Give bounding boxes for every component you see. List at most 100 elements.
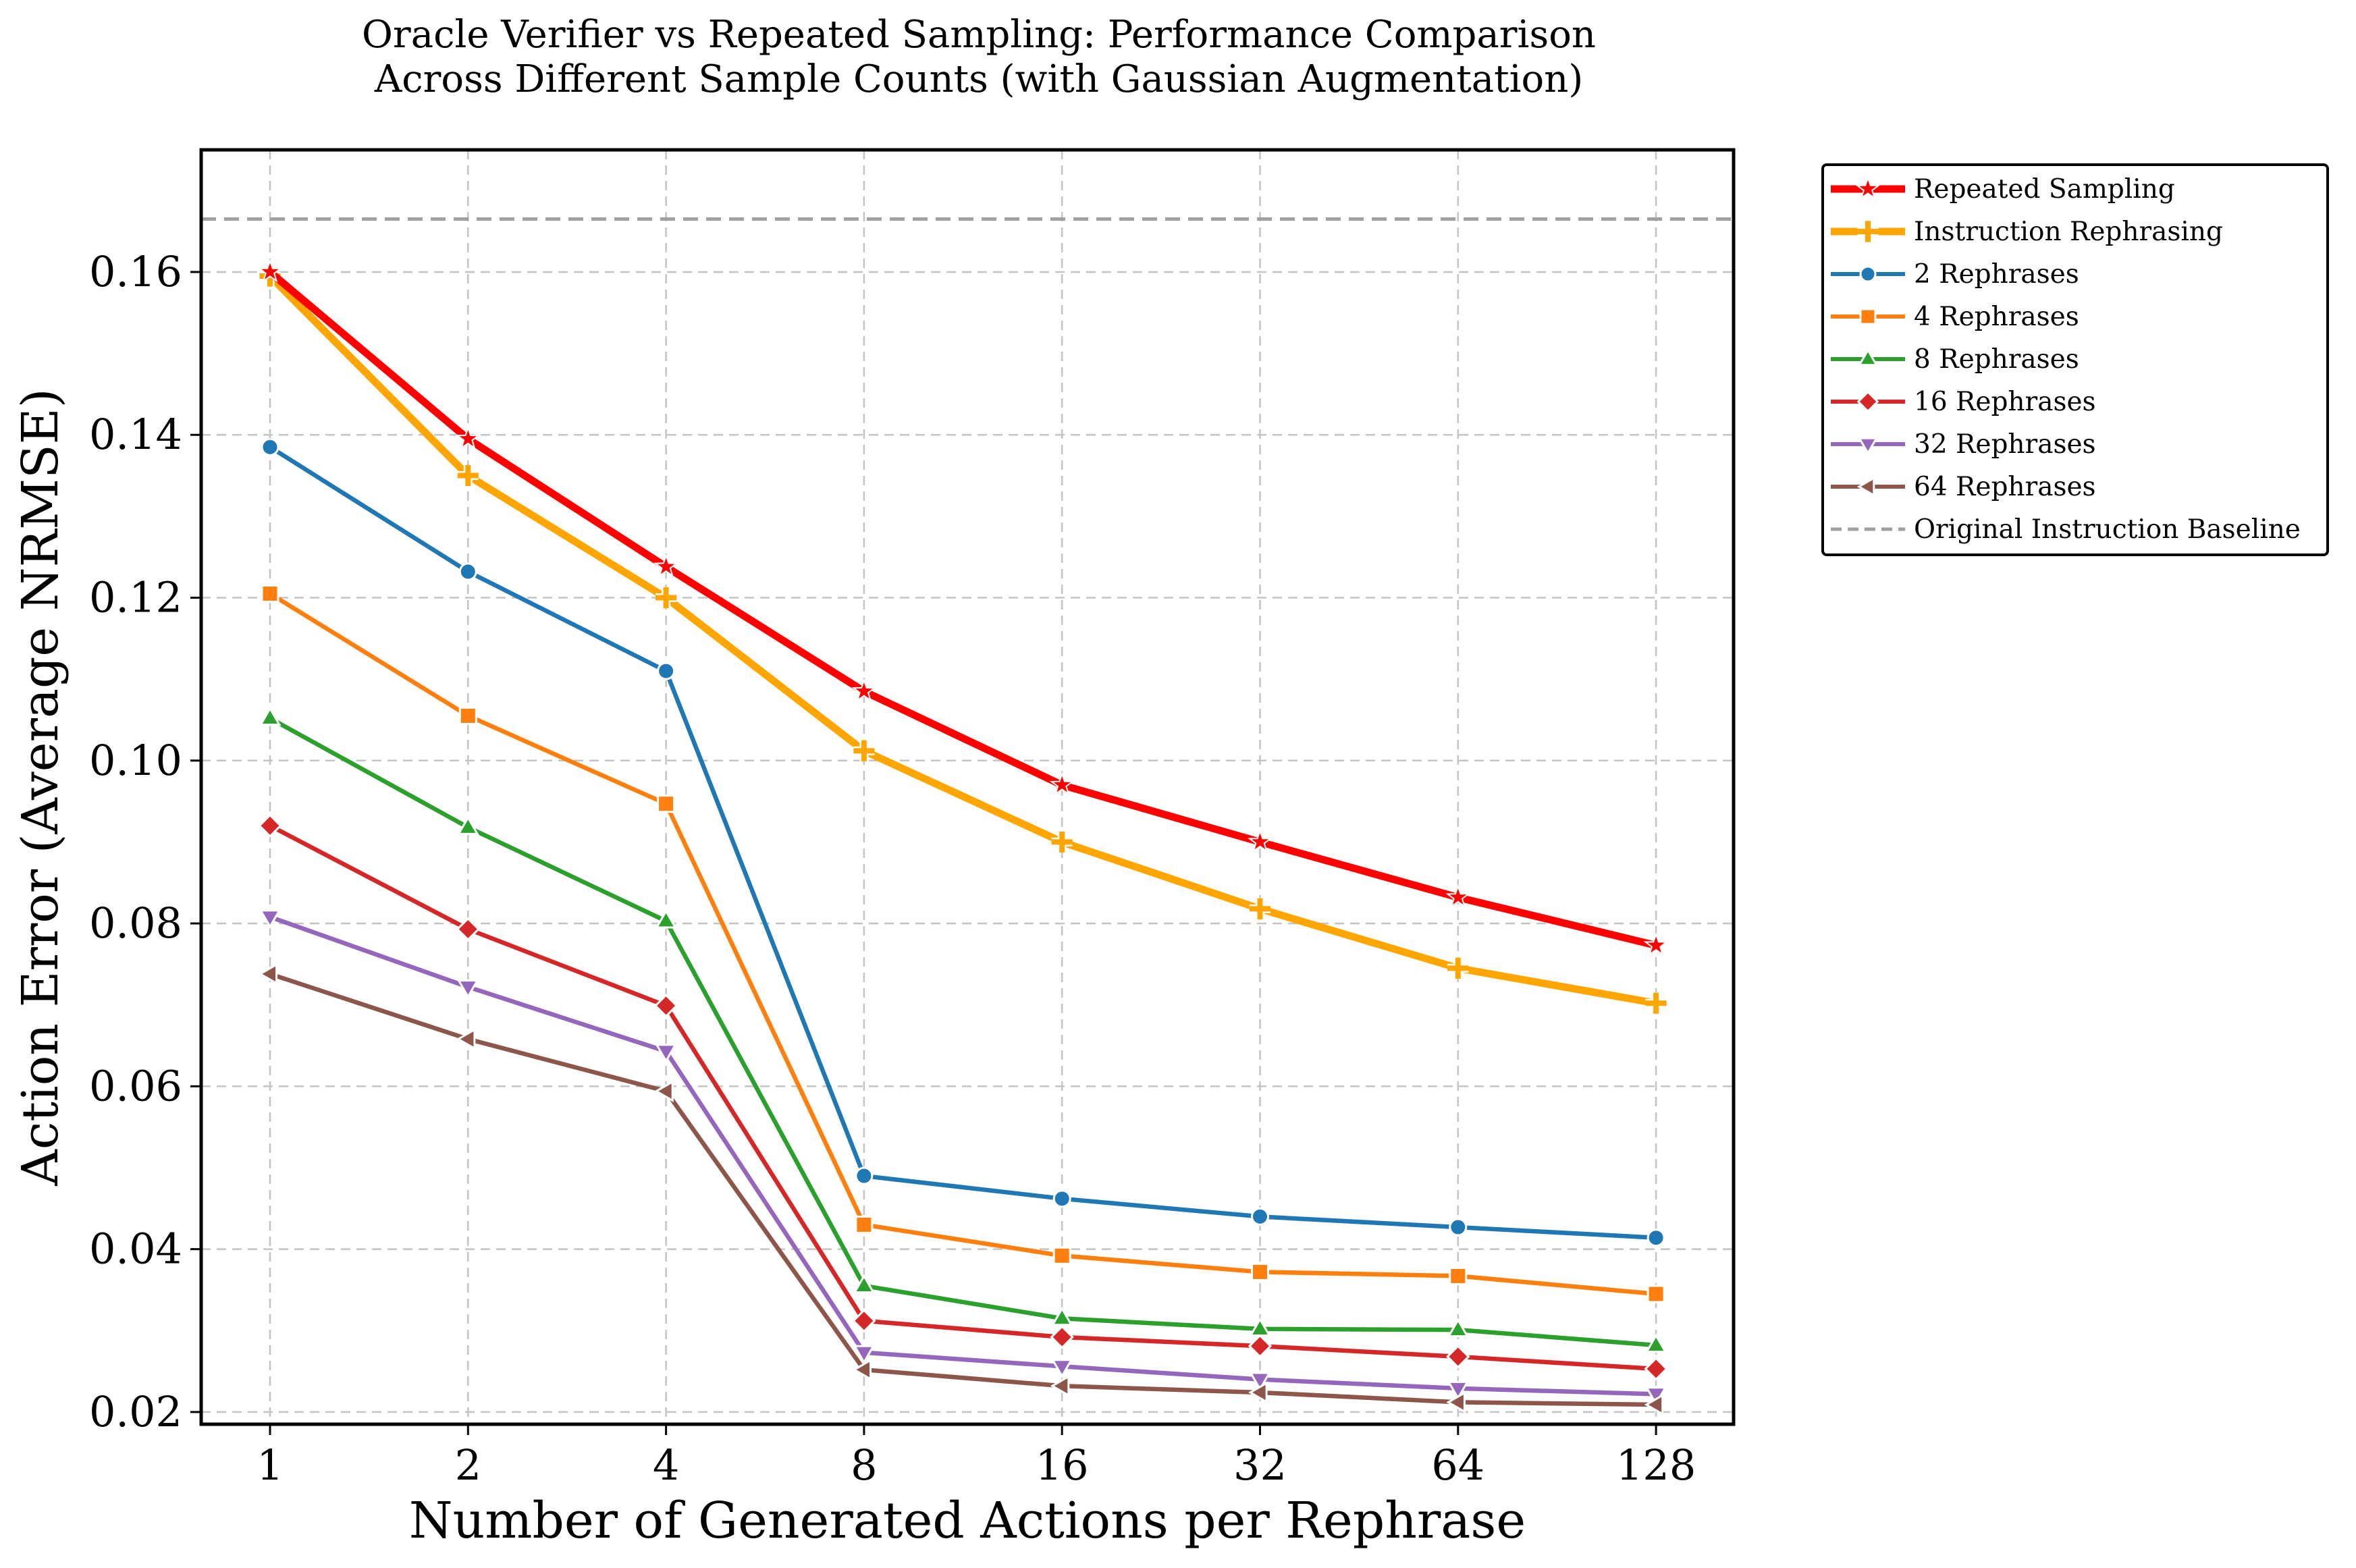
data-point xyxy=(655,909,677,929)
legend-label: 32 Rephrases xyxy=(1914,429,2096,460)
data-point xyxy=(1248,1334,1273,1358)
y-tick-label: 0.12 xyxy=(89,573,182,622)
y-tick-label: 0.16 xyxy=(89,247,182,296)
series-2-rephrases xyxy=(261,437,1665,1247)
plus-marker-core xyxy=(853,740,875,761)
legend-marker xyxy=(1857,221,1879,242)
data-point xyxy=(1049,772,1075,796)
data-point xyxy=(259,909,282,929)
legend-entry: 32 Rephrases xyxy=(1831,429,2096,460)
series-instruction-rephrasing xyxy=(259,265,1667,1014)
legend-marker xyxy=(1856,390,1879,413)
ticks: 1 2 4 8 16 32 64 128 0.02 0.04 0.06 0.08 0.10 0.12 0.1… xyxy=(89,247,1696,1490)
data-point xyxy=(1445,884,1471,909)
legend: Repeated Sampling Instruction Rephrasing 2… xyxy=(1821,163,2329,556)
data-point xyxy=(853,740,875,761)
data-point xyxy=(655,587,677,609)
data-point xyxy=(458,562,477,581)
data-point xyxy=(1050,1359,1073,1378)
legend-label: 8 Rephrases xyxy=(1914,344,2079,375)
legend-label: Repeated Sampling xyxy=(1914,174,2175,205)
data-point xyxy=(851,678,877,702)
legend-marker xyxy=(1859,265,1877,283)
legend-label: 4 Rephrases xyxy=(1914,302,2079,332)
legend-marker xyxy=(1857,437,1879,456)
series-line xyxy=(269,445,1657,1240)
x-tick-label: 16 xyxy=(1036,1440,1089,1490)
data-point xyxy=(653,994,678,1018)
legend-entry: 8 Rephrases xyxy=(1831,344,2079,375)
data-point xyxy=(1449,1266,1468,1285)
data-point xyxy=(853,1345,876,1365)
data-point xyxy=(1644,1393,1664,1416)
data-point xyxy=(653,553,678,578)
data-point xyxy=(261,584,279,603)
data-point xyxy=(1050,1325,1074,1349)
data-point xyxy=(1646,1285,1665,1303)
legend-box xyxy=(1821,163,2329,556)
series-line xyxy=(269,971,1657,1407)
legend-label: 2 Rephrases xyxy=(1914,259,2079,290)
plus-marker-core xyxy=(457,464,479,487)
data-point xyxy=(655,1044,677,1063)
legend-label: 64 Rephrases xyxy=(1914,472,2096,502)
data-point xyxy=(1446,1391,1466,1413)
data-point xyxy=(1052,1246,1071,1265)
data-point xyxy=(1447,1318,1470,1338)
series-16-rephrases xyxy=(258,813,1668,1381)
data-point xyxy=(852,1309,876,1333)
chart-title: Oracle Verifier vs Repeated Sampling: Pe… xyxy=(362,13,1596,57)
plus-marker-core xyxy=(655,587,677,609)
legend-entry: Instruction Rephrasing xyxy=(1831,217,2223,247)
y-axis-label: Action Error (Average NRMSE) xyxy=(11,388,70,1186)
series-8-rephrases xyxy=(259,706,1667,1353)
data-point xyxy=(654,1080,674,1102)
legend-entry: 2 Rephrases xyxy=(1831,259,2079,290)
x-tick-label: 4 xyxy=(653,1440,679,1490)
series-line xyxy=(267,269,1657,949)
legend-entry: Repeated Sampling xyxy=(1831,174,2175,205)
legend-label: Instruction Rephrasing xyxy=(1914,217,2223,247)
x-tick-label: 1 xyxy=(257,1440,283,1490)
series-4-rephrases xyxy=(261,584,1665,1303)
data-point xyxy=(1446,1345,1470,1369)
data-point xyxy=(457,464,479,487)
x-axis-label: Number of Generated Actions per Rephrase xyxy=(409,1492,1526,1550)
y-tick-label: 0.04 xyxy=(89,1224,182,1274)
plus-marker-core xyxy=(1645,992,1667,1014)
data-point xyxy=(456,979,479,999)
y-tick-label: 0.02 xyxy=(89,1387,182,1436)
y-tick-label: 0.14 xyxy=(89,410,182,459)
legend-marker xyxy=(1857,348,1879,367)
legend-entry: 16 Rephrases xyxy=(1831,387,2096,417)
x-tick-label: 2 xyxy=(455,1440,481,1490)
data-point xyxy=(1251,1262,1269,1281)
data-point xyxy=(1645,992,1667,1014)
data-point xyxy=(456,917,481,942)
series-repeated-sampling xyxy=(257,259,1669,956)
series-line xyxy=(267,273,1657,1007)
legend-entry: 64 Rephrases xyxy=(1831,472,2096,502)
data-point xyxy=(1248,1381,1268,1404)
series-32-rephrases xyxy=(259,909,1667,1406)
x-tick-label: 64 xyxy=(1431,1440,1484,1490)
data-point xyxy=(455,425,481,450)
series-layer xyxy=(257,259,1669,1416)
data-point xyxy=(852,1358,872,1381)
data-point xyxy=(456,815,479,835)
plus-marker-core xyxy=(1051,831,1073,853)
y-tick-label: 0.10 xyxy=(89,736,182,785)
plot-frame xyxy=(199,148,1736,1426)
legend-marker xyxy=(1855,175,1881,200)
x-tick-label: 32 xyxy=(1233,1440,1287,1490)
legend-entry: 4 Rephrases xyxy=(1831,302,2079,332)
legend-entry: Original Instruction Baseline xyxy=(1831,514,2301,545)
legend-marker xyxy=(1859,308,1877,325)
data-point xyxy=(1644,1357,1668,1381)
series-line xyxy=(269,915,1657,1397)
legend-label: 16 Rephrases xyxy=(1914,387,2096,417)
x-tick-label: 8 xyxy=(851,1440,877,1490)
data-point xyxy=(1251,1207,1269,1226)
y-tick-label: 0.08 xyxy=(89,898,182,948)
series-line xyxy=(269,591,1657,1297)
